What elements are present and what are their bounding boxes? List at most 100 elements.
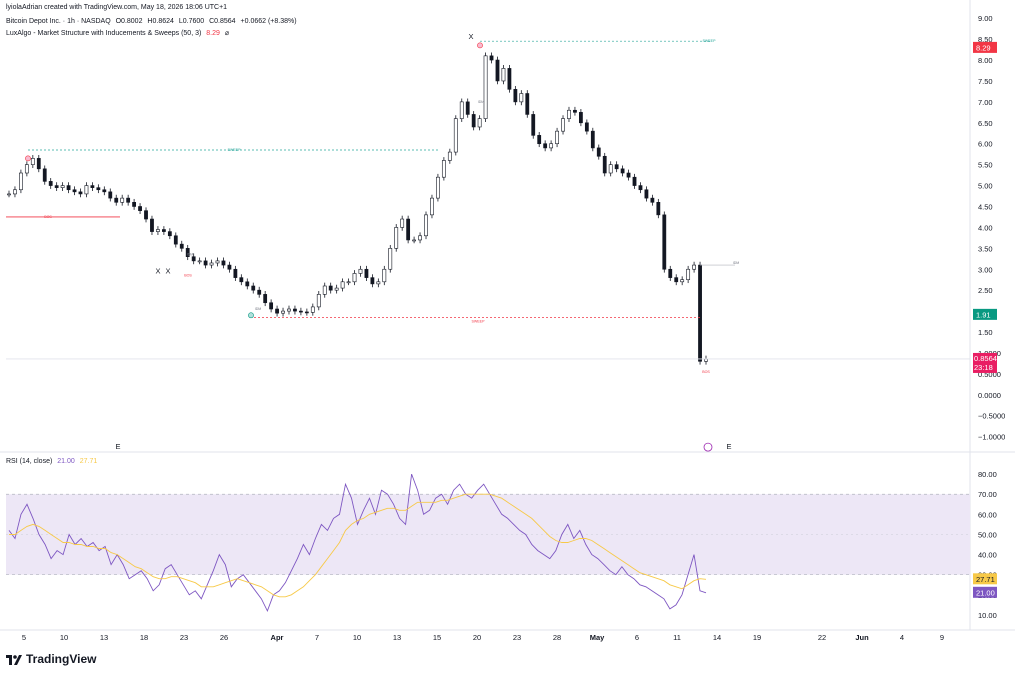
time-tick-label: 18 (140, 633, 148, 642)
candle-body (191, 256, 196, 262)
candle-body (453, 118, 458, 153)
candle-body (30, 158, 35, 165)
candle-body (293, 308, 297, 312)
candle-body (245, 281, 250, 287)
ohlc-low: L0.7600 (178, 18, 205, 25)
tradingview-brand: TradingView (26, 652, 97, 666)
candle-body (543, 143, 548, 149)
candle-body (668, 268, 673, 278)
candle-body (364, 268, 369, 278)
candle-body (608, 164, 613, 174)
candle-body (394, 227, 399, 249)
tradingview-logo-icon (6, 654, 22, 665)
time-tick-label: May (590, 633, 605, 642)
swing-low-marker (248, 312, 254, 319)
rsi-label[interactable]: RSI (14, close) (6, 458, 53, 465)
ohlc-close: C0.8564 (209, 18, 236, 25)
candle-body (602, 155, 607, 174)
price-tick-label: 5.00 (978, 182, 993, 191)
time-tick-label: 22 (818, 633, 826, 642)
ohlc-high: H0.8624 (147, 18, 174, 25)
candle-body (197, 260, 202, 263)
current-price-badge (973, 352, 997, 373)
attribution: lyiolaAdrian created with TradingView.co… (6, 4, 228, 11)
time-tick-label: 13 (100, 633, 108, 642)
ohlc-open: O0.8002 (115, 18, 143, 25)
price-tick-label: 5.50 (978, 161, 993, 170)
time-tick-label: 15 (433, 633, 441, 642)
time-tick-label: 23 (513, 633, 521, 642)
candle-body (257, 289, 262, 295)
time-tick-label: 4 (900, 633, 904, 642)
structure-label-e: E (115, 442, 120, 451)
tradingview-logo[interactable]: TradingView (6, 652, 96, 666)
rsi-line (8, 473, 707, 613)
candle-body (561, 118, 565, 132)
candle-body (114, 197, 119, 203)
candle-body (501, 68, 506, 82)
candle-body (531, 114, 536, 136)
candle-body (370, 277, 375, 285)
candle-body (590, 130, 595, 149)
candle-body (596, 147, 601, 157)
candle-body (495, 59, 500, 82)
candle-body (36, 158, 41, 170)
current-price-label: 0.8564 (974, 354, 997, 363)
candle-body (555, 130, 559, 145)
indicator-price-badge-label: 8.29 (976, 43, 991, 52)
candle-body (215, 260, 220, 264)
candle-body (567, 109, 571, 119)
rsi-tick-label: 50.00 (978, 530, 997, 539)
level-badge (973, 308, 997, 320)
candle-body (573, 109, 577, 113)
candle-body (549, 143, 554, 149)
indicator-name[interactable]: LuxAlgo - Market Structure with Induceme… (6, 30, 202, 37)
candle-body (132, 202, 137, 207)
candle-body (281, 310, 285, 314)
structure-label-idm: IDM (733, 261, 740, 265)
rsi-tick-label: 40.00 (978, 551, 997, 560)
structure-label-sweep: SWEEP (472, 320, 486, 324)
candle-body (120, 197, 125, 203)
candle-body (620, 168, 625, 174)
candle-body (483, 55, 488, 119)
candle-body (328, 285, 333, 291)
price-tick-label: 6.00 (978, 140, 993, 149)
time-tick-label: 9 (940, 633, 944, 642)
candle-body (519, 93, 524, 103)
candle-body (614, 164, 619, 170)
candle-body (662, 214, 667, 270)
time-tick-label: 7 (315, 633, 319, 642)
time-tick-label: 11 (673, 633, 681, 642)
candle-body (310, 306, 315, 313)
price-tick-label: 0.0000 (978, 391, 1001, 400)
candle-body (436, 176, 440, 199)
time-tick-label: 10 (353, 633, 361, 642)
candle-body (144, 210, 148, 220)
structure-label-bos: BOS (184, 274, 192, 278)
candle-body (578, 112, 583, 124)
candle-body (644, 189, 649, 199)
candle-body (304, 311, 309, 314)
structure-label-x: X (155, 266, 160, 275)
candle-body (382, 268, 387, 283)
rsi-tick-label: 70.00 (978, 490, 997, 499)
candle-body (525, 93, 530, 115)
candle-body (674, 277, 679, 283)
candle-body (632, 176, 637, 186)
eye-slash-icon[interactable]: ⌀ (224, 30, 230, 37)
candle-body (537, 135, 542, 145)
rsi-value: 21.00 (57, 458, 75, 465)
candle-body (465, 101, 470, 115)
rsi-tick-label: 80.00 (978, 470, 997, 479)
candle-body (60, 185, 65, 188)
price-tick-label: 4.50 (978, 202, 993, 211)
candle-body (430, 197, 434, 216)
candle-body (126, 197, 131, 203)
symbol-name[interactable]: Bitcoin Depot Inc. · 1h · NASDAQ (6, 18, 111, 25)
candle-body (167, 231, 172, 237)
candle-body (471, 114, 476, 128)
price-tick-label: 3.00 (978, 265, 993, 274)
price-tick-label: 7.50 (978, 77, 993, 86)
